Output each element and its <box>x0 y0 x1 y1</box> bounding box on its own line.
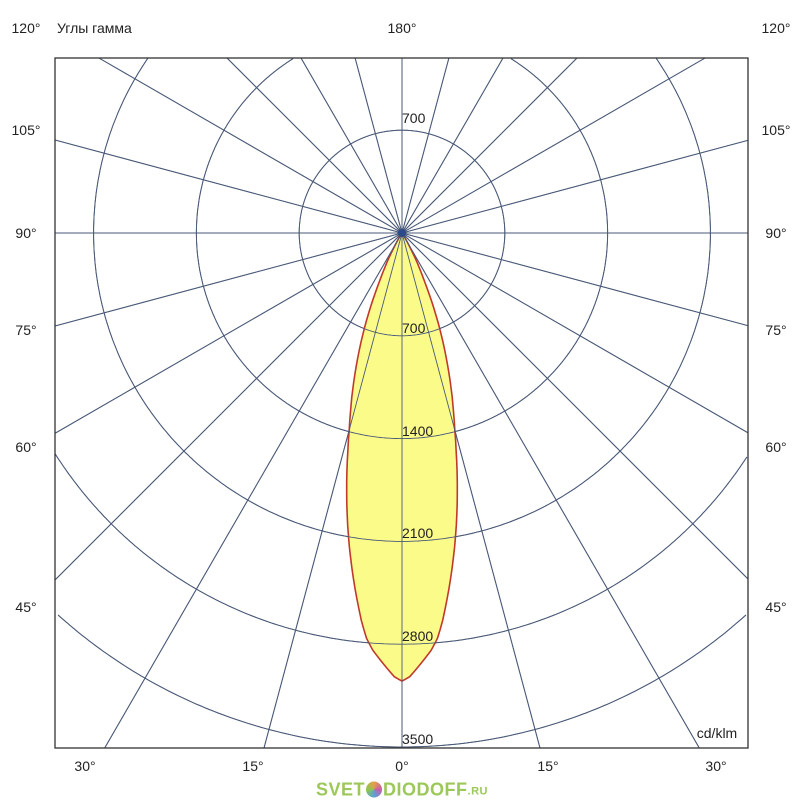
overlay-ring-2100 <box>93 58 711 542</box>
overlay-spoke-135 <box>401 57 578 234</box>
angle-label-right: 45° <box>765 599 787 615</box>
ring-label: 2800 <box>402 628 434 645</box>
angle-label-left: 90° <box>15 225 37 241</box>
overlay-spoke-285 <box>54 232 403 327</box>
overlay-spoke-210 <box>300 57 403 234</box>
overlay-spoke-75 <box>401 232 749 327</box>
plot-frame <box>54 57 749 749</box>
overlay-ring-1400 <box>195 58 609 440</box>
overlay-spoke-150 <box>401 57 504 234</box>
overlay-spoke-165 <box>401 57 450 234</box>
overlay-spoke-255 <box>54 139 403 234</box>
center-point <box>398 229 406 237</box>
overlay-spoke-120 <box>401 57 706 234</box>
angle-label-right: 90° <box>765 225 787 241</box>
overlay-spoke-15 <box>401 232 541 749</box>
angle-label-bottom: 15° <box>242 758 264 774</box>
overlay-spoke-45 <box>401 232 749 580</box>
ring-label: 2100 <box>402 525 434 542</box>
chart-title: Углы гамма <box>57 20 132 36</box>
overlay-spoke-60 <box>401 232 749 434</box>
overlay-spoke-195 <box>354 57 403 234</box>
ring-label: 700 <box>402 319 426 336</box>
overlay-ring-2800 <box>54 453 748 645</box>
angle-label-right: 60° <box>765 439 787 455</box>
overlay-spoke-300 <box>54 232 403 434</box>
overlay-spoke-345 <box>263 232 403 749</box>
angle-label-bottom: 15° <box>537 758 559 774</box>
angle-label-left: 120° <box>11 20 41 36</box>
angle-label-left: 75° <box>15 322 37 338</box>
svetodiodoff-logo: SVET DIODOFF .RU <box>316 779 488 799</box>
angle-label-bottom: 30° <box>705 758 727 774</box>
overlay-spoke-225 <box>226 57 403 234</box>
angle-label-left: 45° <box>15 599 37 615</box>
angle-label-bottom: 30° <box>74 758 96 774</box>
unit-label: cd/klm <box>696 725 738 741</box>
ring-label: 1400 <box>402 422 434 439</box>
angle-label-right: 120° <box>761 20 791 36</box>
overlay-spoke-30 <box>401 232 700 749</box>
ring-label-top: 700 <box>402 110 426 126</box>
overlay-spoke-105 <box>401 139 749 234</box>
overlay-spoke-315 <box>54 232 403 581</box>
angle-label-right: 105° <box>761 122 791 138</box>
angle-label-left: 60° <box>15 439 37 455</box>
angle-label-top: 180° <box>387 20 417 36</box>
angle-label-left: 105° <box>11 122 41 138</box>
ring-label: 3500 <box>402 731 434 747</box>
logo-diode-icon <box>366 781 383 797</box>
angle-label-right: 75° <box>765 322 787 338</box>
overlay-spoke-330 <box>104 232 403 749</box>
overlay-spoke-240 <box>98 57 403 234</box>
angle-label-bottom: 0° <box>395 758 409 774</box>
